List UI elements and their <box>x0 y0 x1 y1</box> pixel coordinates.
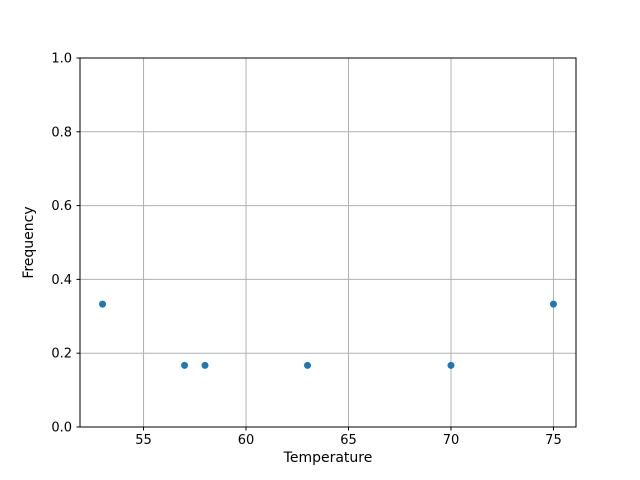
x-tick-label: 60 <box>238 433 255 448</box>
tick-labels: 55 60 65 70 75 0.0 0.2 0.4 0.6 0.8 1.0 <box>51 52 561 449</box>
x-tick-label: 55 <box>135 433 152 448</box>
x-tick-label: 75 <box>545 433 562 448</box>
data-point <box>201 361 209 369</box>
y-axis-label: Frequency <box>21 206 37 279</box>
y-tick-label: 0.8 <box>51 125 72 140</box>
y-tick-label: 1.0 <box>51 52 72 67</box>
data-point <box>181 361 189 369</box>
data-point <box>304 361 312 369</box>
data-points <box>99 300 557 369</box>
x-tick-label: 70 <box>443 433 460 448</box>
plot-border <box>79 57 577 428</box>
y-tick-label: 0.0 <box>51 421 72 436</box>
x-tick-label: 65 <box>340 433 357 448</box>
data-point <box>447 361 455 369</box>
data-point <box>549 300 557 308</box>
y-tick-label: 0.2 <box>51 347 72 362</box>
data-point <box>99 300 107 308</box>
axis-ticks <box>76 57 554 431</box>
y-tick-label: 0.4 <box>51 273 72 288</box>
x-axis-label: Temperature <box>283 450 373 466</box>
gridlines <box>80 57 576 428</box>
y-tick-label: 0.6 <box>51 199 72 214</box>
